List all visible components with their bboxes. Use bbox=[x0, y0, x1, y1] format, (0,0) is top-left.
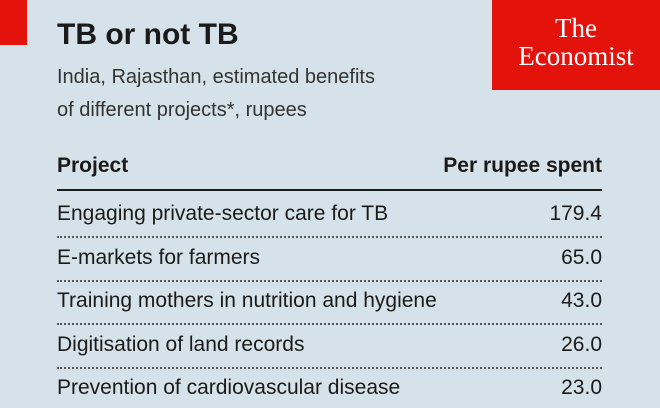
row-label: Prevention of cardiovascular disease bbox=[57, 376, 401, 399]
subtitle: India, Rajasthan, estimated benefits bbox=[57, 66, 375, 88]
title: TB or not TB bbox=[57, 18, 239, 51]
row-value: 23.0 bbox=[561, 376, 602, 399]
row-label: Digitisation of land records bbox=[57, 332, 305, 356]
header-rule bbox=[57, 189, 602, 191]
row-separator bbox=[57, 323, 602, 325]
logo-line: Economist bbox=[518, 41, 634, 71]
logo: The Economist bbox=[492, 0, 660, 90]
row-value: 179.4 bbox=[549, 202, 602, 225]
row-separator bbox=[57, 366, 602, 369]
logo-line: The bbox=[555, 13, 597, 43]
row-value: 65.0 bbox=[561, 245, 602, 269]
row-separator bbox=[57, 279, 602, 282]
row-label: Engaging private-sector care for TB bbox=[57, 202, 389, 225]
row-label: Training mothers in nutrition and hygien… bbox=[57, 289, 437, 312]
column-header: Project bbox=[57, 154, 129, 177]
row-separator bbox=[57, 236, 602, 238]
row-label: E-markets for farmers bbox=[57, 245, 261, 269]
row-value: 43.0 bbox=[561, 289, 602, 312]
red-tag bbox=[0, 0, 27, 45]
row-value: 26.0 bbox=[561, 332, 602, 356]
column-header: Per rupee spent bbox=[443, 154, 602, 177]
subtitle: of different projects*, rupees bbox=[57, 99, 307, 121]
